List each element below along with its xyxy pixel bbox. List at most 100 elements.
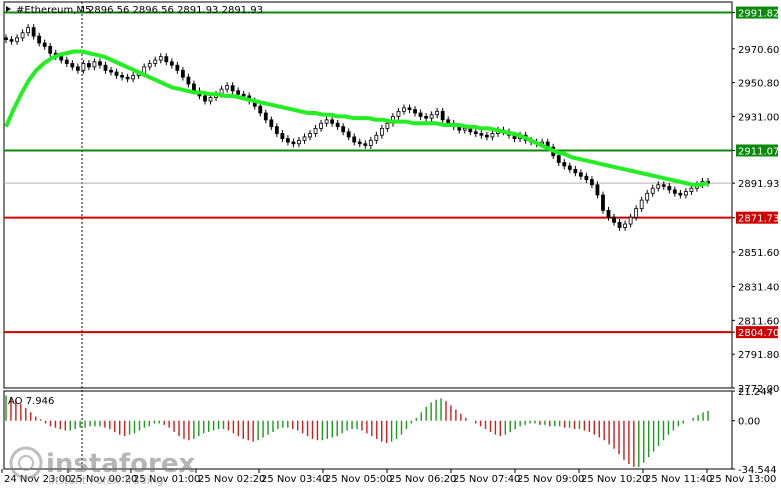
candle-body <box>623 223 627 228</box>
candle-body <box>186 76 191 85</box>
candle-body <box>440 110 445 121</box>
candle-body <box>584 175 589 181</box>
y-tick-label: 2831.40 <box>738 283 779 294</box>
candle-body <box>153 59 158 64</box>
x-tick-label: 25 Nov 05:00 <box>325 474 392 485</box>
candle-body <box>656 184 661 189</box>
candle-body <box>578 172 583 177</box>
y-tick-label: 2811.60 <box>738 316 779 327</box>
candle-body <box>302 136 307 141</box>
price-label-box <box>736 177 778 190</box>
candle-body <box>385 122 390 129</box>
candle-body <box>103 64 108 71</box>
x-tick-label: 25 Nov 07:40 <box>453 474 520 485</box>
instaforex-logo: instaforex Instant Forex Trading <box>9 446 196 487</box>
candle-body <box>87 63 91 68</box>
candle-body <box>479 133 484 136</box>
candle-body <box>241 93 246 97</box>
level-lines <box>4 11 732 334</box>
candle-body <box>313 127 318 134</box>
candle-body <box>70 63 75 68</box>
price-label-box <box>736 6 778 19</box>
candle-body <box>601 194 605 211</box>
candle-body <box>429 114 434 119</box>
candle-body <box>363 143 368 146</box>
candle-body <box>396 110 401 117</box>
price-label-box <box>736 211 778 224</box>
candle-body <box>120 75 124 78</box>
price-label-box <box>736 144 778 157</box>
chart-symbol: #Ethereum,M5 <box>16 5 91 16</box>
candle-body <box>175 64 180 71</box>
candle-body <box>192 83 196 92</box>
ao-y-tick-label: 21.244 <box>738 387 773 398</box>
x-tick-label: 25 Nov 03:40 <box>261 474 328 485</box>
y-tick-label: 2851.60 <box>738 248 779 259</box>
candle-body <box>109 69 113 73</box>
price-label: 2911.07 <box>738 146 779 157</box>
candle-body <box>374 134 379 141</box>
candle-body <box>346 131 351 138</box>
x-tick-label: 25 Nov 02:20 <box>198 474 265 485</box>
candle-body <box>661 184 666 187</box>
candle-body <box>48 46 53 54</box>
candle-body <box>645 192 650 201</box>
candle-body <box>131 75 136 80</box>
candle-body <box>169 61 174 66</box>
candle-body <box>324 119 329 124</box>
candle-body <box>20 32 25 39</box>
y-tick-label: 2791.80 <box>738 350 779 361</box>
candle-body <box>330 119 335 124</box>
candle-body <box>64 59 69 64</box>
candle-body <box>125 76 130 80</box>
candle-body <box>556 155 561 163</box>
moving-average <box>4 49 709 187</box>
candle-body <box>31 27 36 37</box>
candle-body <box>418 112 423 117</box>
candle-body <box>341 126 346 133</box>
candle-body <box>9 39 14 42</box>
candle-body <box>59 56 64 61</box>
candle-body <box>164 56 169 63</box>
x-tick-label: 25 Nov 11:40 <box>645 474 712 485</box>
ao-y-tick-label: 0.00 <box>738 417 760 428</box>
candle-body <box>319 122 323 129</box>
candle-body <box>590 179 594 186</box>
candle-body <box>92 61 97 68</box>
candle-body <box>573 168 578 174</box>
y-tick-label: 2931.00 <box>738 112 779 123</box>
watermark-tagline: Instant Forex Trading <box>48 474 164 487</box>
candle-body <box>147 63 152 68</box>
candle-body <box>15 37 19 42</box>
logo-ring-icon <box>9 446 43 480</box>
collapse-arrow-icon[interactable] <box>6 6 11 12</box>
y-tick-label: 2772.00 <box>738 384 779 395</box>
price-label: 2804.70 <box>738 328 779 339</box>
x-tick-label: 25 Nov 10:20 <box>581 474 648 485</box>
candle-body <box>225 85 230 90</box>
candle-body <box>490 133 495 138</box>
candle-body <box>269 119 274 128</box>
chart-ohlc: 2896.56 2896.56 2891.93 2891.93 <box>88 5 263 16</box>
candle-body <box>236 90 241 95</box>
candle-body <box>379 127 384 136</box>
candle-body <box>114 71 119 76</box>
ao-y-tick-label: -34.544 <box>738 465 777 476</box>
x-tick-label: 25 Nov 01:00 <box>133 474 200 485</box>
y-tick-label: 2950.80 <box>738 79 779 90</box>
ao-panel-frame <box>3 390 733 470</box>
candle-body <box>407 107 412 111</box>
candle-body <box>203 95 207 102</box>
ao-label: AO 7.946 <box>8 396 54 407</box>
candle-body <box>473 131 478 134</box>
y-tick-label: 2970.60 <box>738 45 779 56</box>
x-tick-label: 25 Nov 00:20 <box>70 474 137 485</box>
candle-body <box>402 107 406 112</box>
ao-histogram <box>5 395 709 467</box>
candle-body <box>628 216 633 225</box>
candle-body <box>683 191 688 196</box>
candle-body <box>26 27 31 34</box>
candle-body <box>672 189 677 194</box>
candle-body <box>639 199 644 210</box>
candle-body <box>678 192 683 196</box>
